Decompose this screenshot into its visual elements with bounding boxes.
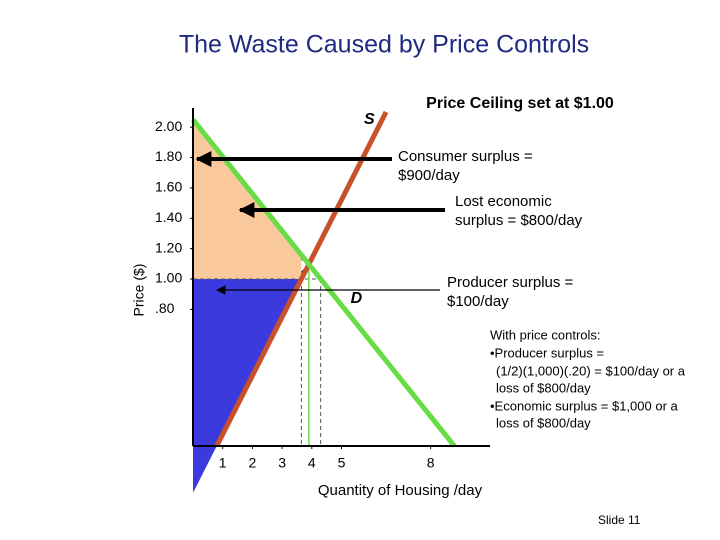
- controls-note: •Economic surplus = $1,000 or a: [490, 398, 679, 413]
- y-tick-label: 1.80: [155, 148, 182, 164]
- controls-note: With price controls:: [490, 327, 601, 342]
- y-axis-label: Price ($): [131, 264, 147, 317]
- controls-note: loss of $800/day: [496, 415, 591, 430]
- y-tick-label: 1.00: [155, 270, 182, 286]
- curve: [214, 110, 389, 448]
- x-tick-label: 2: [249, 455, 257, 471]
- slide-number: Slide 11: [598, 513, 641, 527]
- demand-label: D: [351, 290, 363, 307]
- producer-note: $100/day: [447, 293, 509, 310]
- controls-note: (1/2)(1,000)(.20) = $100/day or a: [496, 363, 686, 378]
- producer-note: Producer surplus =: [447, 274, 574, 291]
- curve: [191, 118, 457, 448]
- ceiling-note: Price Ceiling set at $1.00: [426, 95, 614, 112]
- x-tick-label: 1: [219, 455, 227, 471]
- consumer-note: Consumer surplus =: [398, 148, 533, 165]
- x-tick-label: 3: [278, 455, 286, 471]
- y-tick-label: 2.00: [155, 118, 182, 134]
- lost-note: surplus = $800/day: [455, 212, 583, 229]
- x-tick-label: 4: [308, 455, 316, 471]
- supply-label: S: [364, 111, 375, 128]
- controls-note: •Producer surplus =: [490, 345, 604, 360]
- y-tick-label: 1.20: [155, 239, 182, 255]
- lost-note: Lost economic: [455, 193, 552, 210]
- x-axis-label: Quantity of Housing /day: [318, 482, 483, 499]
- controls-note: loss of $800/day: [496, 380, 591, 395]
- consumer-note: $900/day: [398, 167, 460, 184]
- x-tick-label: 5: [338, 455, 346, 471]
- x-tick-label: 8: [427, 455, 435, 471]
- title: The Waste Caused by Price Controls: [179, 31, 589, 59]
- y-tick-label: 1.60: [155, 179, 182, 195]
- y-tick-label: 1.40: [155, 209, 182, 225]
- y-tick-label: .80: [155, 300, 175, 316]
